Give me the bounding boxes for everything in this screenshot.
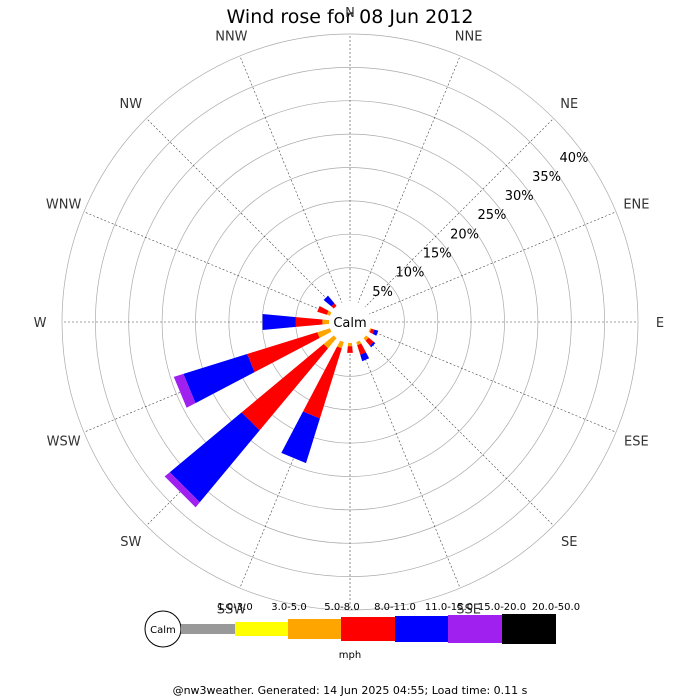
bar-s-3: [347, 346, 353, 353]
calm-center: Calm: [329, 301, 371, 343]
direction-label-wsw: WSW: [47, 435, 81, 450]
bar-nw-4: [323, 295, 335, 307]
bar-se-3: [365, 337, 374, 346]
bar-wsw-3: [247, 332, 320, 373]
direction-label-nw: NW: [120, 97, 143, 112]
bar-wsw-5: [173, 373, 196, 408]
bar-wsw-2: [317, 328, 332, 338]
spoke-line: [349, 321, 461, 589]
legend: Calm 1.0-3.0 3.0-5.0 5.0-8.0 8.0-11.0 11.0-15…: [144, 602, 580, 661]
direction-label-e: E: [656, 316, 664, 331]
bar-sw-5: [164, 472, 200, 508]
direction-label-sw: SW: [120, 535, 141, 550]
direction-label-n: N: [345, 6, 355, 21]
bar-w-3: [295, 317, 323, 327]
bar-w-4: [262, 314, 296, 330]
grid-circle: [161, 133, 539, 511]
direction-label-w: W: [34, 316, 47, 331]
spoke-line: [146, 118, 351, 323]
legend-bin-label: 5.0-8.0: [324, 602, 359, 613]
bar-s-2: [347, 342, 353, 347]
bar-ssw-3: [303, 346, 342, 419]
bar-se-4: [369, 341, 376, 348]
bar-wnw-3: [317, 306, 329, 315]
radial-tick-label: 25%: [477, 208, 506, 223]
bar-ese-4: [372, 329, 379, 336]
radial-tick-label: 35%: [532, 170, 561, 185]
bar-ese-2: [368, 328, 372, 333]
spoke-line: [83, 211, 351, 323]
direction-label-ne: NE: [560, 97, 578, 112]
spoke-line: [239, 55, 351, 323]
bar-nw-3: [331, 303, 337, 309]
grid-circle: [95, 67, 605, 577]
spoke-line: [349, 55, 461, 323]
legend-swatch: [341, 617, 395, 641]
calm-label: Calm: [333, 316, 366, 331]
direction-label-se: SE: [561, 535, 577, 550]
grid-circle: [61, 33, 639, 611]
direction-label-nne: NNE: [455, 30, 483, 45]
direction-label-ssw: SSW: [217, 602, 247, 617]
bar-sw-4: [169, 412, 260, 503]
wind-bars: [164, 295, 379, 508]
direction-label-nnw: NNW: [215, 30, 247, 45]
bar-wnw-2: [326, 310, 332, 316]
bar-sse-2: [356, 340, 362, 346]
bar-ssw-2: [337, 340, 344, 349]
spoke-line: [349, 321, 617, 433]
bar-ese-3: [369, 328, 375, 334]
legend-swatch: [181, 624, 235, 634]
direction-label-wnw: WNW: [46, 197, 82, 212]
legend-swatch: [502, 614, 556, 644]
legend-swatch: [235, 622, 289, 636]
direction-label-ene: ENE: [623, 197, 649, 212]
legend-bin-label: 8.0-11.0: [374, 602, 416, 613]
legend-swatch: [288, 619, 342, 639]
bar-sse-4: [360, 352, 370, 362]
radial-tick-label: 40%: [559, 151, 588, 166]
bar-sw-2: [323, 335, 337, 349]
radial-tick-label: 15%: [423, 247, 452, 262]
legend-bin-label: 3.0-5.0: [271, 602, 306, 613]
radial-tick-label: 30%: [505, 189, 534, 204]
legend-bin-label: 11.0-15.0: [425, 602, 473, 613]
bar-se-2: [363, 335, 369, 341]
legend-bin-label: 1.0-3.0: [217, 602, 252, 613]
grid-circle: [195, 167, 505, 477]
direction-label-ese: ESE: [624, 435, 649, 450]
direction-label-sse: SSE: [456, 602, 481, 617]
legend-swatch: [448, 615, 502, 643]
spoke-line: [349, 321, 554, 526]
radial-grid: [61, 33, 639, 611]
chart-title: Wind rose for 08 Jun 2012: [227, 6, 474, 28]
grid-circle: [261, 233, 439, 411]
radial-tick-label: 20%: [450, 227, 479, 242]
bar-ssw-4: [281, 411, 320, 464]
radial-tick-label: 5%: [372, 285, 393, 300]
spoke-line: [349, 211, 617, 323]
legend-calm-label: Calm: [150, 625, 176, 636]
legend-bin-label: 20.0-50.0: [532, 602, 580, 613]
axis-labels: NNNENEENEEESESESSESSSWSWWSWWWNWNWNNW5%10…: [34, 6, 665, 641]
bar-sw-3: [241, 344, 328, 431]
legend-bin-label: 15.0-20.0: [478, 602, 526, 613]
bar-wsw-4: [183, 354, 255, 404]
legend-units: mph: [339, 650, 361, 661]
footer-text: @nw3weather. Generated: 14 Jun 2025 04:5…: [173, 684, 528, 697]
bar-w-2: [322, 319, 330, 325]
bar-sse-3: [357, 343, 366, 355]
radial-tick-label: 10%: [395, 266, 424, 281]
legend-swatch: [395, 616, 449, 642]
